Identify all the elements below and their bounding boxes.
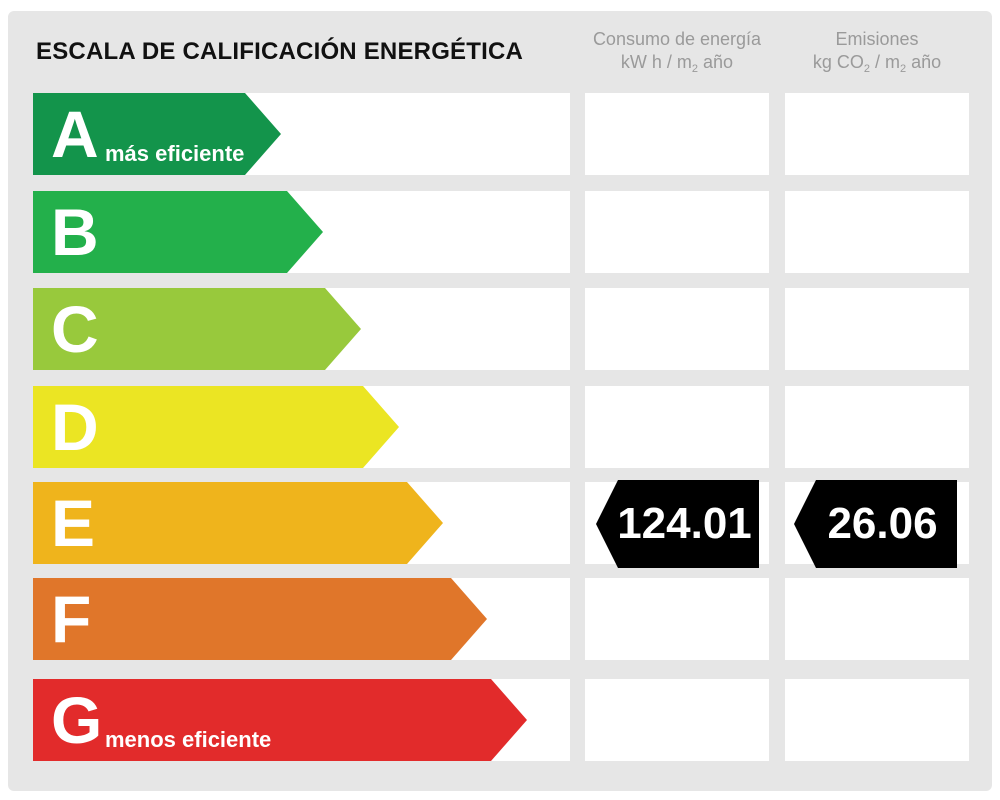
grade-bar-f: F — [33, 578, 487, 660]
grade-letter: G — [51, 683, 103, 757]
emisiones-cell — [785, 191, 969, 273]
page-title: ESCALA DE CALIFICACIÓN ENERGÉTICA — [36, 38, 524, 65]
grade-bar-d: D — [33, 386, 399, 468]
emisiones-cell — [785, 578, 969, 660]
consumo-cell — [585, 288, 769, 370]
grade-letter: F — [51, 582, 92, 656]
grade-sublabel: menos eficiente — [105, 727, 272, 752]
emisiones-badge-arrow — [794, 480, 957, 568]
emisiones-value-badge: 26.06 — [794, 480, 957, 568]
emisiones-header-unit: kg CO2 / m2 año — [812, 52, 942, 75]
emisiones-cell — [785, 679, 969, 761]
grade-letter: A — [51, 97, 99, 171]
emisiones-cell — [785, 386, 969, 468]
grade-arrow-b — [33, 191, 323, 273]
emisiones-header-title: Emisiones — [835, 29, 919, 49]
grade-arrow-d — [33, 386, 399, 468]
grade-sublabel: más eficiente — [105, 141, 245, 166]
consumo-value: 124.01 — [617, 499, 752, 548]
emisiones-cell — [785, 288, 969, 370]
consumo-cell — [585, 386, 769, 468]
grade-bar-c: C — [33, 288, 361, 370]
emisiones-column-header: Emisiones kg CO2 / m2 año — [785, 28, 969, 75]
grade-arrow-c — [33, 288, 361, 370]
consumo-column-header: Consumo de energía kW h / m2 año — [585, 28, 769, 75]
consumo-cell — [585, 578, 769, 660]
grade-arrow-a — [33, 93, 281, 175]
grade-letter: D — [51, 390, 99, 464]
consumo-cell — [585, 93, 769, 175]
consumo-header-unit: kW h / m2 año — [620, 52, 734, 75]
consumo-value-badge: 124.01 — [596, 480, 759, 568]
grade-letter: E — [51, 486, 96, 560]
grade-letter: C — [51, 292, 99, 366]
consumo-cell — [585, 679, 769, 761]
emisiones-value: 26.06 — [827, 499, 938, 548]
grade-bar-e: E — [33, 482, 443, 564]
consumo-badge-arrow — [596, 480, 759, 568]
grade-arrow-g — [33, 679, 527, 761]
grade-arrow-e — [33, 482, 443, 564]
consumo-header-title: Consumo de energía — [592, 29, 762, 49]
consumo-cell — [585, 191, 769, 273]
grade-letter: B — [51, 195, 99, 269]
grade-bar-b: B — [33, 191, 323, 273]
emisiones-cell — [785, 93, 969, 175]
grade-arrow-f — [33, 578, 487, 660]
